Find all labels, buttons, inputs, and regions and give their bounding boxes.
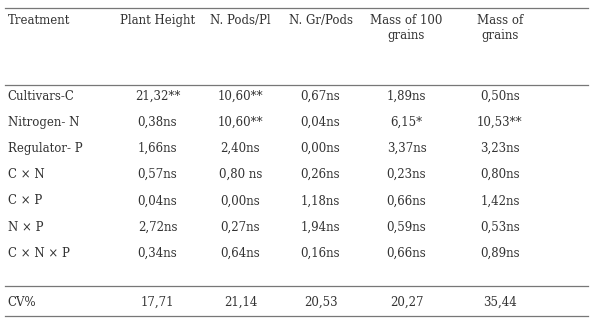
Text: 0,00ns: 0,00ns — [301, 142, 340, 155]
Text: 0,34ns: 0,34ns — [138, 247, 177, 260]
Text: 0,04ns: 0,04ns — [301, 116, 340, 129]
Text: Cultivars-C: Cultivars-C — [8, 90, 75, 102]
Text: 0,53ns: 0,53ns — [480, 221, 520, 234]
Text: 0,50ns: 0,50ns — [480, 90, 520, 102]
Text: 3,37ns: 3,37ns — [387, 142, 426, 155]
Text: CV%: CV% — [8, 296, 36, 309]
Text: 1,42ns: 1,42ns — [480, 195, 519, 207]
Text: 0,00ns: 0,00ns — [221, 195, 260, 207]
Text: 2,40ns: 2,40ns — [221, 142, 260, 155]
Text: 0,66ns: 0,66ns — [387, 195, 426, 207]
Text: Mass of
grains: Mass of grains — [477, 14, 523, 43]
Text: Mass of 100
grains: Mass of 100 grains — [370, 14, 443, 43]
Text: 20,27: 20,27 — [390, 296, 423, 309]
Text: 0,23ns: 0,23ns — [387, 168, 426, 181]
Text: 1,89ns: 1,89ns — [387, 90, 426, 102]
Text: 0,04ns: 0,04ns — [138, 195, 177, 207]
Text: 0,27ns: 0,27ns — [221, 221, 260, 234]
Text: 10,53**: 10,53** — [477, 116, 522, 129]
Text: 0,80ns: 0,80ns — [480, 168, 519, 181]
Text: 0,59ns: 0,59ns — [387, 221, 426, 234]
Text: C × N: C × N — [8, 168, 44, 181]
Text: 10,60**: 10,60** — [218, 116, 263, 129]
Text: Plant Height: Plant Height — [120, 14, 195, 28]
Text: C × N × P: C × N × P — [8, 247, 69, 260]
Text: 1,94ns: 1,94ns — [301, 221, 340, 234]
Text: C × P: C × P — [8, 195, 42, 207]
Text: N × P: N × P — [8, 221, 43, 234]
Text: 0,89ns: 0,89ns — [480, 247, 519, 260]
Text: 0,66ns: 0,66ns — [387, 247, 426, 260]
Text: 21,32**: 21,32** — [135, 90, 180, 102]
Text: 2,72ns: 2,72ns — [138, 221, 177, 234]
Text: 0,80 ns: 0,80 ns — [219, 168, 262, 181]
Text: 17,71: 17,71 — [141, 296, 174, 309]
Text: N. Gr/Pods: N. Gr/Pods — [289, 14, 352, 28]
Text: 10,60**: 10,60** — [218, 90, 263, 102]
Text: 3,23ns: 3,23ns — [480, 142, 519, 155]
Text: 1,18ns: 1,18ns — [301, 195, 340, 207]
Text: 0,57ns: 0,57ns — [138, 168, 177, 181]
Text: 0,64ns: 0,64ns — [221, 247, 260, 260]
Text: 1,66ns: 1,66ns — [138, 142, 177, 155]
Text: N. Pods/Pl: N. Pods/Pl — [210, 14, 271, 28]
Text: Nitrogen- N: Nitrogen- N — [8, 116, 79, 129]
Text: 20,53: 20,53 — [304, 296, 337, 309]
Text: 6,15*: 6,15* — [390, 116, 423, 129]
Text: 21,14: 21,14 — [224, 296, 257, 309]
Text: 35,44: 35,44 — [483, 296, 517, 309]
Text: 0,67ns: 0,67ns — [301, 90, 340, 102]
Text: 0,16ns: 0,16ns — [301, 247, 340, 260]
Text: 0,38ns: 0,38ns — [138, 116, 177, 129]
Text: Treatment: Treatment — [8, 14, 70, 28]
Text: Regulator- P: Regulator- P — [8, 142, 82, 155]
Text: 0,26ns: 0,26ns — [301, 168, 340, 181]
